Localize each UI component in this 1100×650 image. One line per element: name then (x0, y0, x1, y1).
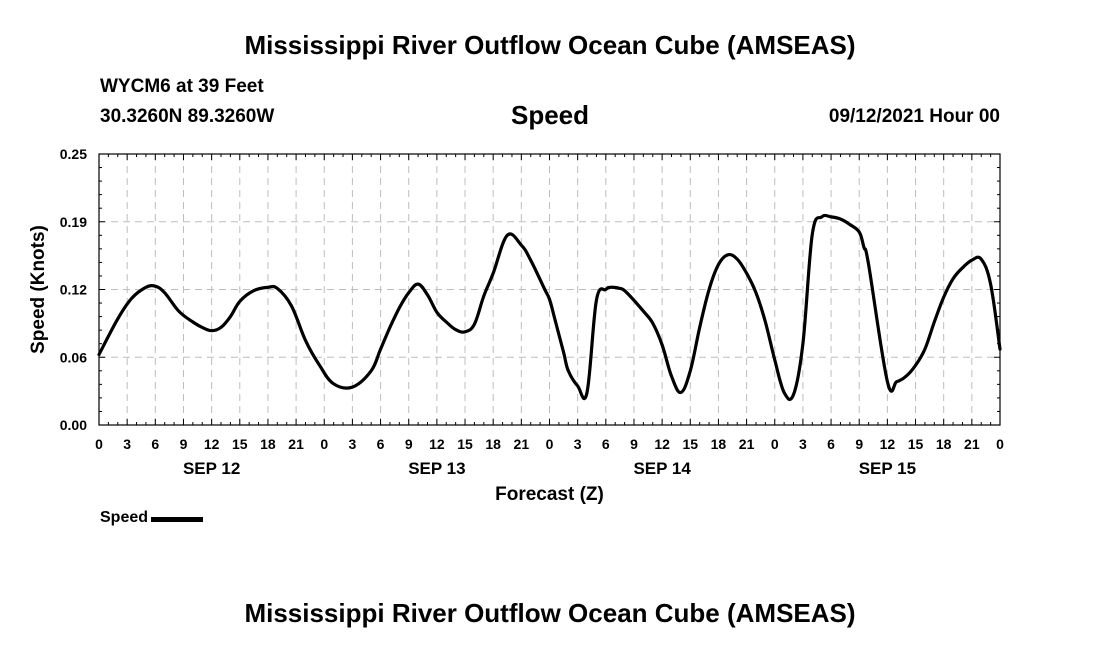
x-tick-label: 21 (964, 436, 980, 452)
x-tick-label: 6 (151, 436, 159, 452)
x-tick-label: 21 (514, 436, 530, 452)
x-tick-label: 12 (429, 436, 445, 452)
legend-line-swatch (151, 517, 204, 522)
y-tick-label: 0.25 (60, 146, 87, 162)
day-label: SEP 15 (859, 459, 916, 478)
x-tick-label: 12 (654, 436, 670, 452)
x-tick-label: 12 (880, 436, 896, 452)
x-tick-label: 3 (349, 436, 357, 452)
x-tick-label: 0 (771, 436, 779, 452)
y-tick-label: 0.19 (60, 214, 87, 230)
x-tick-label: 9 (180, 436, 188, 452)
x-tick-label: 15 (232, 436, 248, 452)
x-axis-label: Forecast (Z) (495, 484, 604, 505)
x-tick-label: 12 (204, 436, 220, 452)
x-tick-label: 18 (260, 436, 276, 452)
x-tick-label: 0 (996, 436, 1004, 452)
x-tick-label: 15 (457, 436, 473, 452)
y-tick-label: 0.06 (60, 349, 87, 365)
x-tick-label: 9 (855, 436, 863, 452)
x-tick-label: 15 (908, 436, 924, 452)
day-label: SEP 13 (408, 459, 465, 478)
day-label: SEP 12 (183, 459, 240, 478)
chart-subtitle: Speed (510, 100, 590, 130)
y-tick-label: 0.12 (60, 282, 87, 298)
x-tick-label: 9 (630, 436, 638, 452)
x-tick-label: 3 (123, 436, 131, 452)
forecast-datetime: 09/12/2021 Hour 00 (828, 106, 1000, 127)
x-tick-label: 3 (574, 436, 582, 452)
coordinates-label: 30.3260N 89.3260W (100, 106, 275, 127)
x-tick-label: 18 (711, 436, 727, 452)
legend: Speed (100, 509, 204, 527)
y-tick-label: 0.00 (60, 417, 87, 433)
x-tick-label: 9 (405, 436, 413, 452)
x-tick-label: 6 (602, 436, 610, 452)
x-tick-label: 21 (288, 436, 304, 452)
station-label: WYCM6 at 39 Feet (100, 76, 264, 97)
x-tick-label: 0 (320, 436, 328, 452)
x-tick-label: 0 (546, 436, 554, 452)
legend-label: Speed (100, 509, 149, 526)
x-tick-label: 3 (799, 436, 807, 452)
x-tick-label: 15 (682, 436, 698, 452)
chart-title-top: Mississippi River Outflow Ocean Cube (AM… (244, 30, 856, 60)
x-tick-label: 21 (739, 436, 755, 452)
x-tick-label: 18 (936, 436, 952, 452)
x-tick-label: 6 (827, 436, 835, 452)
day-label: SEP 14 (633, 459, 691, 478)
x-tick-label: 6 (377, 436, 385, 452)
x-tick-label: 18 (485, 436, 501, 452)
y-axis-label: Speed (Knots) (28, 225, 49, 354)
speed-series-line (97, 213, 1002, 402)
x-tick-label: 0 (95, 436, 103, 452)
chart-title-bottom: Mississippi River Outflow Ocean Cube (AM… (244, 598, 856, 628)
